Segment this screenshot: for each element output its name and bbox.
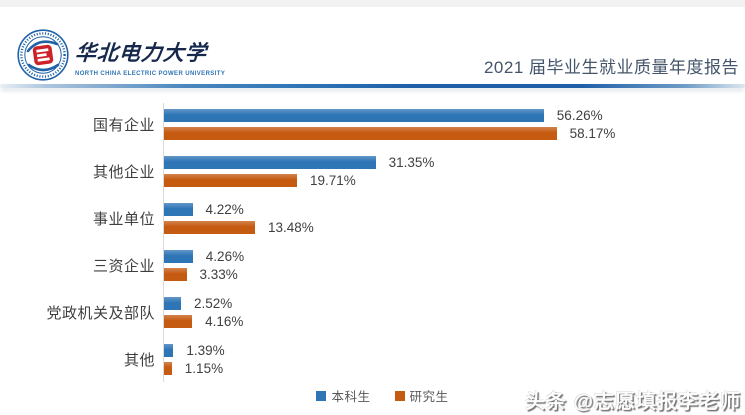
bar-研究生 — [164, 268, 187, 281]
category-label: 党政机关及部队 — [46, 305, 155, 322]
value-label: 4.16% — [205, 314, 244, 329]
bar-row: 3.33% — [164, 267, 745, 282]
report-header: 华北电力大学 NORTH CHINA ELECTRIC POWER UNIVER… — [0, 7, 745, 84]
category-bars: 56.26% 58.17% — [164, 108, 745, 141]
value-label: 56.26% — [556, 108, 603, 123]
bar-研究生 — [164, 362, 172, 375]
bar-row: 31.35% — [164, 155, 745, 170]
value-label: 58.17% — [569, 126, 616, 141]
university-name-block: 华北电力大学 NORTH CHINA ELECTRIC POWER UNIVER… — [74, 37, 226, 77]
chart-category-group: 事业单位 4.22% 13.48% — [0, 202, 745, 235]
bar-研究生 — [164, 127, 557, 140]
bar-研究生 — [164, 315, 193, 328]
chart-category-group: 三资企业 4.26% 3.33% — [0, 249, 745, 282]
university-logo-emblem — [17, 29, 69, 81]
university-logo-icon — [17, 29, 69, 81]
chart-plot-area: 国有企业 56.26% 58.17% 其他企业 31.35% 19.71% 事业单位 4.22… — [0, 108, 745, 376]
chart-axis-line — [163, 103, 164, 382]
legend-swatch-icon — [394, 390, 405, 401]
value-label: 4.22% — [205, 202, 244, 217]
category-label: 国有企业 — [92, 117, 155, 134]
chart-category-group: 党政机关及部队 2.52% 4.16% — [0, 296, 745, 329]
bar-本科生 — [164, 250, 193, 263]
legend-item: 研究生 — [394, 386, 449, 405]
bar-本科生 — [164, 203, 193, 216]
chart-category-group: 其他企业 31.35% 19.71% — [0, 155, 745, 188]
report-title: 2021 届毕业生就业质量年度报告 — [483, 58, 739, 77]
value-label: 4.26% — [205, 249, 245, 264]
bar-row: 1.39% — [164, 343, 745, 358]
value-label: 1.15% — [184, 361, 224, 376]
bar-研究生 — [164, 221, 255, 234]
chart-category-group: 国有企业 56.26% 58.17% — [0, 108, 745, 141]
category-bars: 4.26% 3.33% — [164, 249, 745, 282]
watermark: 头条 @志愿填报李老师 — [524, 391, 741, 413]
bar-row: 4.26% — [164, 249, 745, 264]
category-label: 事业单位 — [92, 211, 155, 228]
university-name-chinese: 华北电力大学 — [74, 40, 208, 65]
value-label: 1.39% — [186, 343, 225, 358]
bar-本科生 — [164, 109, 544, 122]
value-label: 31.35% — [388, 155, 435, 170]
legend-label: 研究生 — [409, 390, 449, 404]
bar-row: 2.52% — [164, 296, 745, 311]
category-label: 其他企业 — [92, 164, 155, 181]
top-window-strip — [0, 0, 745, 7]
university-name-english: NORTH CHINA ELECTRIC POWER UNIVERSITY — [75, 71, 226, 77]
bar-row: 13.48% — [164, 220, 745, 235]
category-bars: 4.22% 13.48% — [164, 202, 745, 235]
category-bars: 1.39% 1.15% — [164, 343, 745, 376]
bar-row: 56.26% — [164, 108, 745, 123]
bar-chart: 国有企业 56.26% 58.17% 其他企业 31.35% 19.71% 事业单位 4.22… — [0, 103, 745, 382]
chart-legend: 本科生 研究生 — [20, 386, 745, 405]
category-label: 三资企业 — [92, 258, 155, 275]
bar-研究生 — [164, 174, 297, 187]
bar-row: 1.15% — [164, 361, 745, 376]
bar-本科生 — [164, 156, 376, 169]
value-label: 19.71% — [310, 173, 356, 188]
bar-本科生 — [164, 297, 181, 310]
bar-本科生 — [164, 344, 174, 357]
bar-row: 4.16% — [164, 314, 745, 329]
bar-row: 4.22% — [164, 202, 745, 217]
category-bars: 31.35% 19.71% — [164, 155, 745, 188]
category-label: 其他 — [123, 352, 155, 369]
legend-label: 本科生 — [331, 390, 371, 404]
chart-category-group: 其他 1.39% 1.15% — [0, 343, 745, 376]
legend-swatch-icon — [316, 390, 327, 401]
value-label: 13.48% — [268, 220, 314, 235]
bar-row: 19.71% — [164, 173, 745, 188]
legend-item: 本科生 — [316, 386, 370, 405]
header-divider-line — [0, 84, 745, 88]
category-bars: 2.52% 4.16% — [164, 296, 745, 329]
value-label: 3.33% — [199, 267, 238, 282]
bar-row: 58.17% — [164, 126, 745, 141]
value-label: 2.52% — [194, 296, 233, 311]
